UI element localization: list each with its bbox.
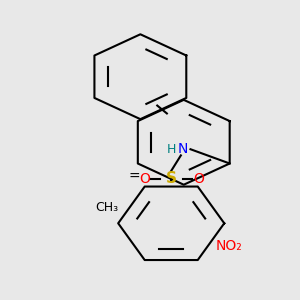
Text: CH₃: CH₃	[95, 201, 118, 214]
Text: O: O	[193, 172, 204, 185]
Text: O: O	[139, 172, 150, 185]
Text: N: N	[178, 142, 188, 156]
Text: NO₂: NO₂	[216, 239, 242, 254]
Text: H: H	[167, 143, 176, 156]
Text: S: S	[166, 171, 177, 186]
Text: =: =	[129, 170, 140, 184]
